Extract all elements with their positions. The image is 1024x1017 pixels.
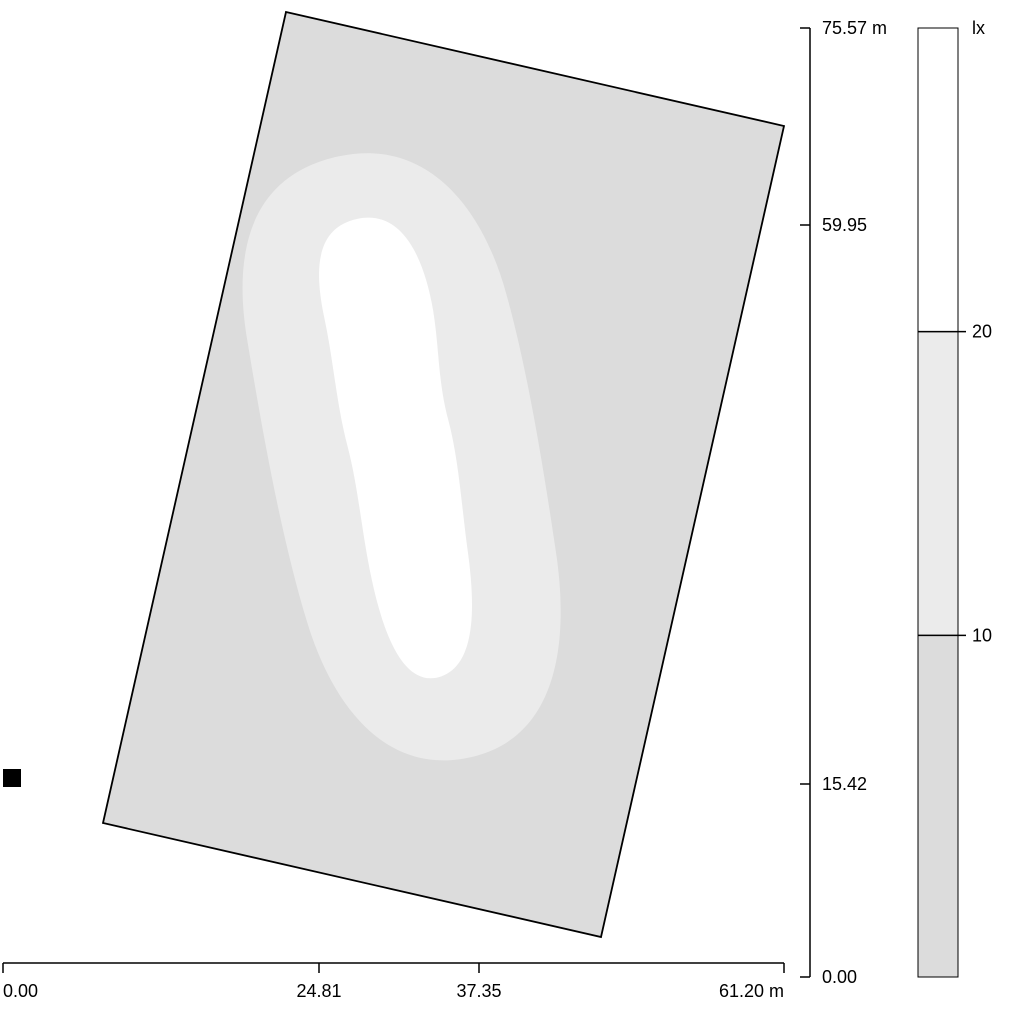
plot-svg: 0.00 24.81 37.35 61.20 m 75.57 m 59.95 15.42 0.… xyxy=(0,0,1024,1017)
legend-tick-label: 10 xyxy=(972,625,992,645)
y-axis-label: 75.57 m xyxy=(822,18,887,38)
origin-marker xyxy=(3,769,21,787)
y-axis-label: 0.00 xyxy=(822,967,857,987)
legend-band xyxy=(918,332,958,636)
legend-band xyxy=(918,635,958,977)
legend-tick-label: 20 xyxy=(972,322,992,342)
x-axis-label: 37.35 xyxy=(456,981,501,1001)
x-axis-label: 24.81 xyxy=(296,981,341,1001)
x-axis-label: 61.20 m xyxy=(719,981,784,1001)
x-axis-label: 0.00 xyxy=(3,981,38,1001)
legend-title: lx xyxy=(972,18,985,38)
y-axis-label: 15.42 xyxy=(822,774,867,794)
y-axis-label: 59.95 xyxy=(822,215,867,235)
legend-band xyxy=(918,28,958,332)
isolux-diagram: 0.00 24.81 37.35 61.20 m 75.57 m 59.95 15.42 0.… xyxy=(0,0,1024,1017)
